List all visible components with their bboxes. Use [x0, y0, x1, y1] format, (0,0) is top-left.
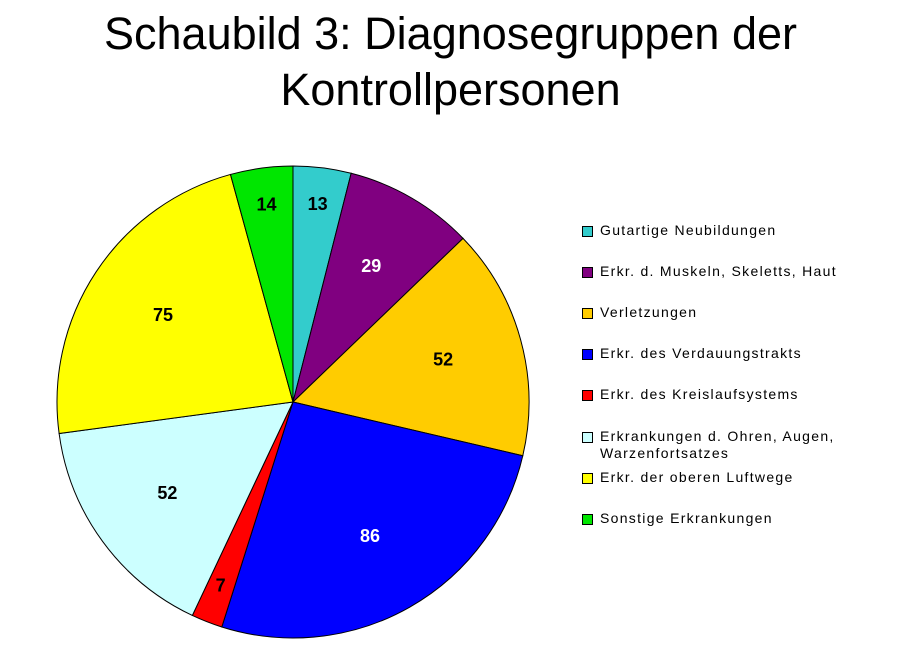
data-label-verletzungen: 52 — [433, 349, 453, 369]
legend-label: Erkrankungen d. Ohren, Augen, Warzenfort… — [600, 428, 835, 461]
data-label-gutartige-neubildungen: 13 — [308, 194, 328, 214]
legend-label: Erkr. des Verdauungstrakts — [600, 345, 802, 361]
legend-swatch — [582, 308, 593, 319]
legend-swatch — [582, 349, 593, 360]
data-label-erkr-d-muskeln-skeletts-haut: 29 — [361, 256, 381, 276]
data-label-erkr-der-oberen-luftwege: 75 — [153, 305, 173, 325]
legend-label: Erkr. des Kreislaufsystems — [600, 386, 799, 402]
legend-swatch — [582, 267, 593, 278]
legend-item-erkr-d-muskeln-skeletts-haut: Erkr. d. Muskeln, Skeletts, Haut — [582, 263, 890, 280]
legend-swatch — [582, 432, 593, 443]
pie-slice-sonstige-erkrankungen — [229, 165, 294, 403]
legend-label: Gutartige Neubildungen — [600, 222, 777, 238]
legend-item-erkr-des-kreislaufsystems: Erkr. des Kreislaufsystems — [582, 386, 890, 403]
legend-item-gutartige-neubildungen: Gutartige Neubildungen — [582, 222, 890, 239]
data-label-erkr-des-verdauungstrakts: 86 — [360, 526, 380, 546]
legend-item-erkrankungen-d-ohren-augen-warzenfortsatzes: Erkrankungen d. Ohren, Augen, Warzenfort… — [582, 428, 890, 462]
pie-slice-erkr-der-oberen-luftwege — [56, 173, 294, 435]
legend-swatch — [582, 226, 593, 237]
pie-slice-erkrankungen-d-ohren-augen-warzenfortsatzes — [58, 401, 294, 617]
legend-item-sonstige-erkrankungen: Sonstige Erkrankungen — [582, 510, 890, 527]
pie-slice-erkr-des-verdauungstrakts — [221, 401, 524, 639]
pie-slice-verletzungen — [291, 237, 530, 457]
data-label-erkr-des-kreislaufsystems: 7 — [216, 575, 226, 595]
legend-swatch — [582, 390, 593, 401]
legend-label: Verletzungen — [600, 304, 698, 320]
legend-label: Erkr. der oberen Luftwege — [600, 469, 794, 485]
legend-label: Erkr. d. Muskeln, Skeletts, Haut — [600, 263, 837, 279]
pie-slice-erkr-d-muskeln-skeletts-haut — [292, 172, 464, 404]
legend-label: Sonstige Erkrankungen — [600, 510, 773, 526]
legend-item-erkr-der-oberen-luftwege: Erkr. der oberen Luftwege — [582, 469, 890, 486]
chart-title: Schaubild 3: Diagnosegruppen der Kontrol… — [104, 8, 797, 115]
legend-item-erkr-des-verdauungstrakts: Erkr. des Verdauungstrakts — [582, 345, 890, 362]
data-label-sonstige-erkrankungen: 14 — [256, 194, 276, 214]
legend-item-verletzungen: Verletzungen — [582, 304, 890, 321]
legend-swatch — [582, 473, 593, 484]
legend-swatch — [582, 514, 593, 525]
data-label-erkrankungen-d-ohren-augen-warzenfortsatzes: 52 — [157, 483, 177, 503]
